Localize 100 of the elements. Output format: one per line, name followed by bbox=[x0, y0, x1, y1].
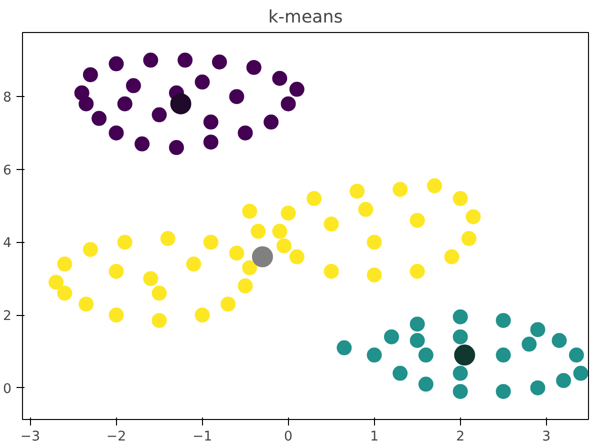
point bbox=[108, 125, 124, 140]
x-tick-label: −1 bbox=[192, 430, 212, 443]
y-tick-label: 2 bbox=[3, 309, 12, 324]
x-tick-label: −3 bbox=[20, 430, 40, 443]
point bbox=[444, 249, 460, 264]
point bbox=[324, 264, 339, 279]
point bbox=[427, 178, 442, 194]
x-tick-label: 0 bbox=[284, 430, 293, 443]
point bbox=[366, 267, 382, 282]
point bbox=[168, 140, 184, 156]
point bbox=[466, 209, 481, 224]
y-tick-label: 4 bbox=[3, 236, 12, 252]
point bbox=[454, 344, 476, 366]
point bbox=[366, 234, 382, 250]
point bbox=[452, 384, 468, 399]
point bbox=[203, 234, 218, 250]
point bbox=[203, 134, 218, 150]
x-tick-label: 1 bbox=[370, 430, 379, 443]
point bbox=[108, 56, 124, 72]
point bbox=[117, 96, 132, 112]
point bbox=[152, 286, 167, 301]
point bbox=[358, 202, 374, 217]
point bbox=[384, 329, 400, 344]
point bbox=[496, 384, 511, 399]
x-tick-label: −2 bbox=[106, 430, 126, 443]
point bbox=[556, 373, 572, 388]
point bbox=[496, 348, 511, 363]
point bbox=[252, 246, 273, 268]
point bbox=[152, 312, 167, 328]
point bbox=[117, 234, 132, 250]
point bbox=[530, 322, 546, 338]
point bbox=[289, 249, 304, 264]
point bbox=[336, 340, 352, 356]
y-tick-label: 0 bbox=[3, 382, 12, 397]
point bbox=[324, 216, 339, 232]
point bbox=[452, 366, 468, 381]
point bbox=[242, 260, 258, 276]
point bbox=[306, 191, 322, 206]
x-tick-label: 3 bbox=[542, 430, 551, 443]
point bbox=[108, 264, 124, 279]
point bbox=[418, 348, 434, 363]
point bbox=[392, 182, 408, 197]
point bbox=[92, 110, 107, 126]
point bbox=[48, 274, 64, 290]
point bbox=[410, 316, 425, 332]
point bbox=[530, 380, 546, 396]
point bbox=[78, 96, 94, 112]
point bbox=[82, 67, 98, 82]
point bbox=[276, 238, 292, 254]
point bbox=[522, 336, 537, 352]
point bbox=[170, 93, 192, 114]
point bbox=[272, 224, 288, 239]
point bbox=[452, 191, 468, 206]
point bbox=[194, 308, 210, 322]
point bbox=[410, 212, 425, 228]
point bbox=[452, 309, 468, 324]
point bbox=[152, 107, 167, 122]
point bbox=[366, 348, 382, 363]
point bbox=[410, 264, 425, 279]
point bbox=[289, 82, 304, 97]
point bbox=[280, 206, 296, 221]
point bbox=[246, 60, 262, 75]
point bbox=[392, 366, 408, 381]
point bbox=[143, 52, 158, 68]
point bbox=[126, 78, 141, 94]
point bbox=[229, 89, 244, 104]
point bbox=[264, 114, 279, 130]
y-tick-label: 6 bbox=[3, 163, 12, 178]
point bbox=[418, 376, 434, 392]
point bbox=[250, 224, 266, 239]
point bbox=[143, 271, 158, 286]
point bbox=[134, 136, 150, 152]
point bbox=[212, 54, 227, 70]
point bbox=[160, 231, 176, 246]
point bbox=[242, 204, 258, 219]
point bbox=[57, 286, 72, 301]
point bbox=[57, 256, 72, 272]
point bbox=[568, 348, 584, 363]
point bbox=[573, 366, 588, 381]
point bbox=[229, 246, 244, 261]
point bbox=[552, 333, 567, 348]
point bbox=[461, 231, 476, 246]
point bbox=[186, 256, 202, 272]
point bbox=[82, 242, 98, 257]
point bbox=[272, 70, 288, 86]
point bbox=[78, 296, 94, 312]
point bbox=[350, 184, 365, 199]
point bbox=[496, 312, 511, 328]
point bbox=[203, 114, 218, 130]
chart-title: k-means bbox=[268, 8, 343, 28]
point bbox=[280, 96, 296, 112]
point bbox=[410, 333, 425, 348]
y-tick-label: 8 bbox=[3, 90, 12, 106]
x-tick-label: 2 bbox=[456, 430, 465, 443]
point bbox=[220, 296, 236, 312]
point bbox=[238, 278, 253, 294]
point bbox=[194, 74, 210, 90]
point bbox=[178, 52, 193, 68]
point bbox=[452, 329, 468, 344]
point bbox=[108, 308, 124, 322]
